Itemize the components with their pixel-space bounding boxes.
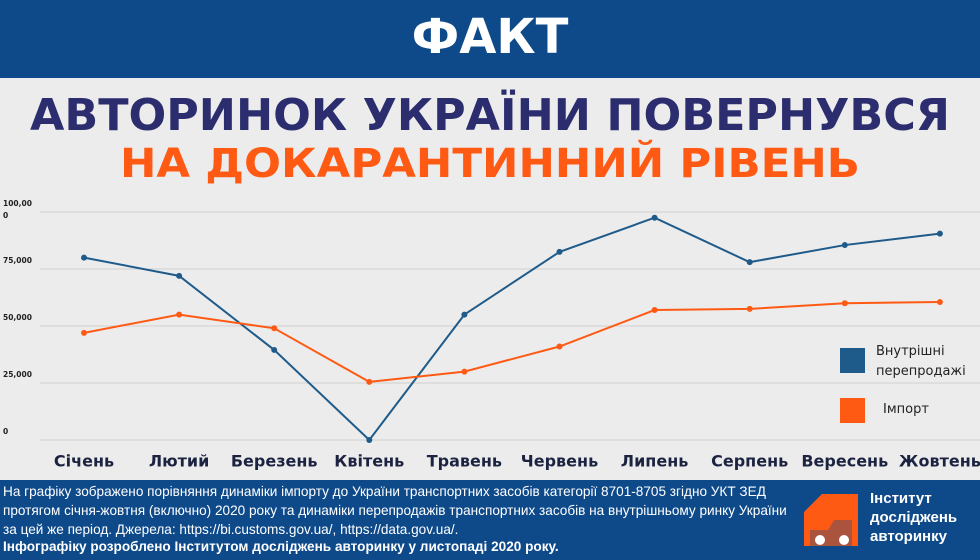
point: [271, 346, 278, 353]
point: [556, 248, 563, 255]
description: На графіку зображено порівняння динаміки…: [3, 484, 787, 537]
point: [651, 307, 658, 314]
logo-icon: [804, 494, 858, 546]
footer: На графіку зображено порівняння динаміки…: [0, 480, 980, 560]
x-tick-label: Січень: [54, 452, 114, 471]
point: [746, 305, 753, 312]
credit: Інфографіку розроблено Інститутом дослід…: [3, 539, 559, 554]
y-tick-label: 25,000: [3, 370, 32, 379]
point: [461, 368, 468, 375]
point: [936, 299, 943, 306]
legend-label: Внутрішні перепродажі: [876, 344, 966, 379]
x-tick-label: Серпень: [711, 452, 788, 471]
legend-label: Імпорт: [883, 402, 929, 417]
point: [841, 300, 848, 307]
legend-swatch: [840, 348, 865, 373]
x-tick-label: Липень: [621, 452, 689, 471]
chart: ФАКТ АВТОРИНОК УКРАЇНИ ПОВЕРНУВСЯ НА ДОК…: [0, 0, 980, 471]
point: [651, 214, 658, 221]
x-tick-label: Березень: [231, 452, 318, 471]
point: [81, 254, 87, 261]
subtitle: НА ДОКАРАНТИННИЙ РІВЕНЬ: [120, 139, 860, 187]
point: [176, 272, 183, 279]
legend-swatch: [840, 398, 865, 423]
point: [936, 230, 943, 237]
point: [176, 311, 183, 318]
point: [556, 343, 563, 350]
y-tick-label: 50,000: [3, 313, 32, 322]
x-tick-label: Травень: [427, 452, 502, 471]
y-tick-label: 0: [3, 427, 9, 436]
series-line: [83, 301, 940, 383]
point: [461, 311, 468, 318]
point: [841, 242, 848, 249]
logo-text: Інститут досліджень авторинку: [870, 490, 958, 545]
y-tick-label: 75,000: [3, 256, 32, 265]
header-band: [0, 0, 980, 78]
x-tick-label: Лютий: [149, 452, 210, 471]
title: АВТОРИНОК УКРАЇНИ ПОВЕРНУВСЯ: [30, 88, 950, 141]
point: [81, 329, 87, 336]
x-tick-label: Червень: [521, 452, 598, 471]
point: [366, 378, 373, 385]
badge: ФАКТ: [412, 9, 569, 65]
point: [746, 259, 753, 266]
point: [366, 437, 373, 443]
series-line: [83, 216, 941, 442]
point: [271, 325, 278, 332]
x-tick-label: Жовтень: [899, 452, 980, 471]
y-tick-label: 100,000: [3, 199, 32, 220]
x-tick-label: Вересень: [801, 452, 888, 471]
x-tick-label: Квітень: [334, 452, 404, 471]
